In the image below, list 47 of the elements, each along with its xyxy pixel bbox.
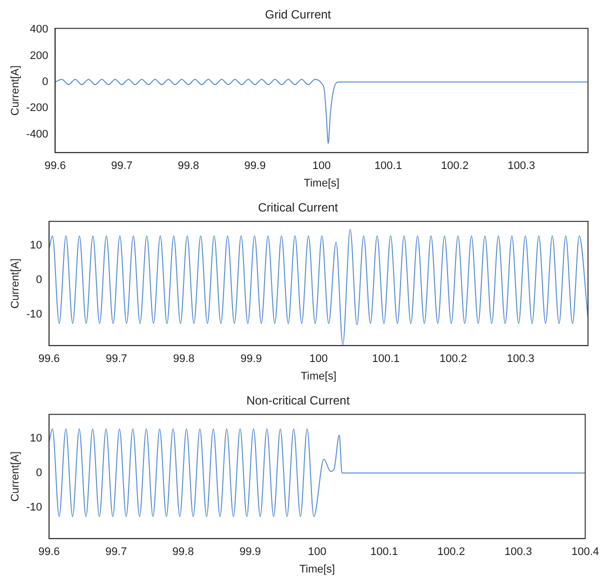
x-tick-label: 99.8 (173, 353, 195, 366)
x-tick-label: 100.3 (508, 160, 536, 172)
x-axis-title: Time[s] (304, 177, 340, 190)
x-tick-label: 100 (308, 546, 326, 558)
x-axis-title: Time[s] (299, 563, 335, 576)
y-tick-label: -200 (26, 102, 48, 114)
x-tick-label: 100.2 (441, 160, 469, 172)
x-tick-label: 99.9 (240, 353, 262, 366)
x-tick-label: 99.6 (38, 353, 60, 366)
y-tick-label: -400 (26, 128, 48, 140)
line-series (49, 428, 586, 518)
y-tick-label: -10 (26, 308, 42, 321)
x-tick-label: 100.3 (506, 353, 534, 366)
chart-title: Critical Current (258, 200, 339, 215)
chart-title: Grid Current (264, 8, 332, 22)
x-tick-label: 99.6 (44, 160, 66, 172)
x-tick-label: 99.9 (239, 546, 261, 558)
y-tick-label: 200 (30, 50, 48, 62)
x-tick-label: 100.2 (437, 546, 465, 558)
x-tick-label: 100.2 (440, 353, 468, 366)
y-tick-label: 10 (30, 240, 42, 252)
y-tick-label: 400 (30, 24, 48, 36)
x-tick-label: 100.1 (374, 160, 402, 172)
line-series (55, 78, 588, 144)
x-tick-label: 100 (312, 160, 331, 172)
x-tick-label: 100 (309, 353, 328, 366)
x-tick-label: 99.6 (38, 546, 60, 558)
chart-title: Non-critical Current (246, 394, 350, 408)
x-tick-label: 99.8 (178, 160, 200, 172)
y-axis-title: Current[A] (10, 258, 22, 309)
x-tick-label: 99.7 (111, 160, 133, 172)
y-tick-label: 0 (36, 274, 42, 286)
y-tick-label: -10 (26, 502, 42, 514)
y-axis-title: Current[A] (10, 65, 22, 116)
y-axis-title: Current[A] (10, 451, 22, 502)
x-tick-label: 99.7 (106, 353, 128, 366)
x-tick-label: 99.7 (105, 546, 127, 558)
y-tick-label: 10 (30, 432, 42, 445)
x-tick-label: 100.3 (504, 546, 532, 558)
x-tick-label: 99.8 (172, 546, 194, 558)
x-tick-label: 100.1 (370, 546, 398, 558)
x-tick-label: 100.4 (571, 546, 599, 558)
x-axis-title: Time[s] (300, 370, 336, 382)
x-tick-label: 100.1 (372, 353, 400, 366)
x-tick-label: 99.9 (244, 160, 266, 172)
y-tick-label: 0 (42, 76, 48, 88)
y-tick-label: 0 (36, 467, 42, 480)
